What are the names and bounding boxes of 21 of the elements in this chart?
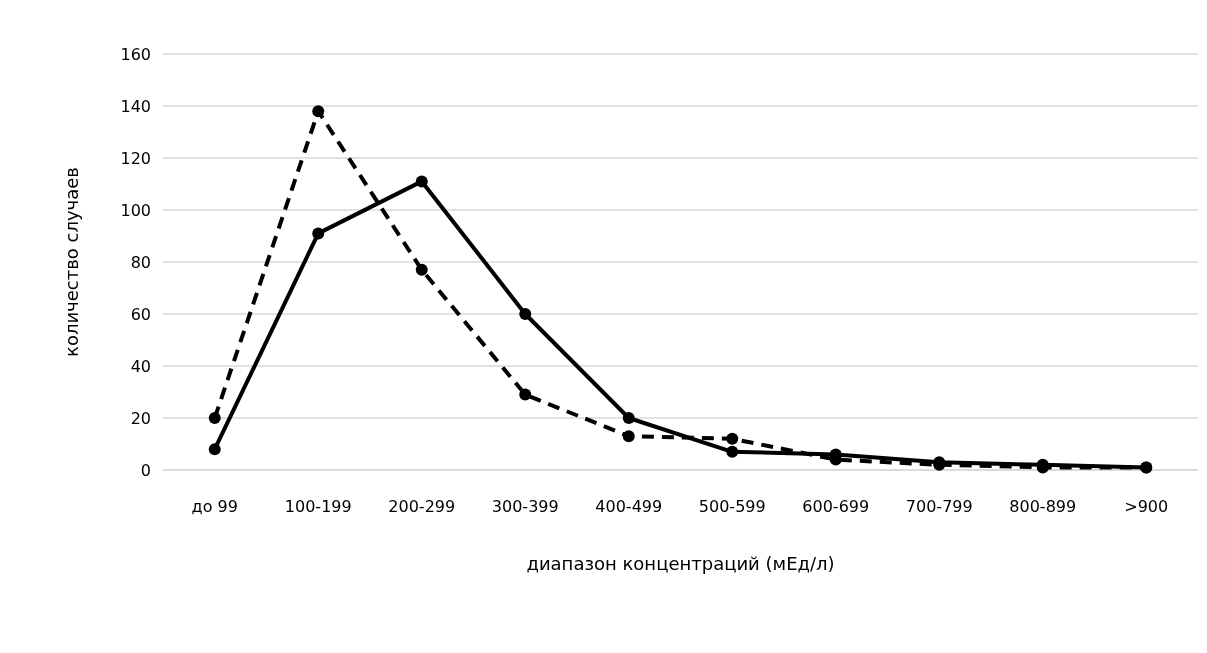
y-tick-label: 100	[120, 200, 151, 220]
y-tick-label: 20	[130, 408, 151, 428]
x-tick-label: 700-799	[905, 497, 973, 516]
y-tick-label: 140	[120, 96, 151, 116]
x-tick-label: 500-599	[698, 497, 766, 516]
y-tick-label: 60	[130, 304, 151, 324]
y-tick-label: 40	[130, 356, 151, 376]
x-tick-label: >900	[1124, 497, 1169, 516]
y-tick-label: 0	[140, 460, 151, 480]
x-axis-title: диапазон концентраций (мЕд/л)	[526, 553, 835, 574]
y-tick-label: 80	[130, 252, 151, 272]
y-tick-label: 120	[120, 148, 151, 168]
x-tick-label: 100-199	[284, 497, 352, 516]
x-tick-label: 600-699	[802, 497, 870, 516]
x-tick-label: 400-499	[595, 497, 663, 516]
x-tick-label: 200-299	[388, 497, 456, 516]
x-tick-label: 300-399	[491, 497, 559, 516]
y-tick-label: 160	[120, 44, 151, 64]
x-tick-label: 800-899	[1009, 497, 1077, 516]
x-tick-label: до 99	[191, 497, 238, 516]
y-axis-title: количество случаев	[61, 167, 82, 357]
